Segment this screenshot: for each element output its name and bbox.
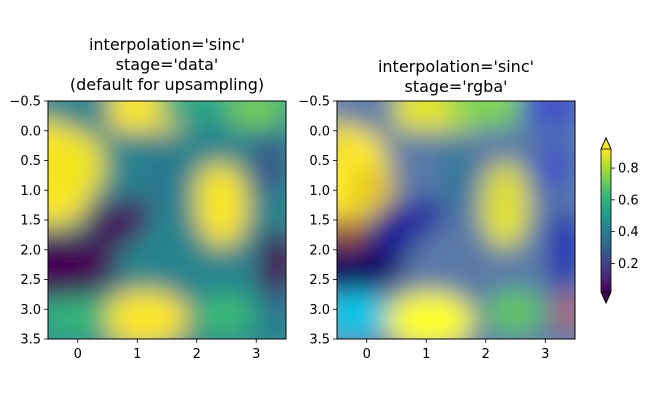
colorbar-gradient bbox=[601, 149, 611, 292]
colorbar-tick-label: 0.6 bbox=[618, 193, 639, 208]
right-ytick-label: 1.0 bbox=[309, 184, 330, 199]
right-xtick-label: 3 bbox=[541, 347, 549, 362]
left-xtick-label: 2 bbox=[193, 347, 201, 362]
colorbar-tick-label: 0.4 bbox=[618, 225, 639, 240]
right-ytick-label: −0.5 bbox=[298, 95, 330, 110]
panel-data-stage: interpolation='sinc' stage='data' (defau… bbox=[9, 35, 287, 362]
right-y-axis: −0.5 0.0 0.5 1.0 1.5 2.0 2.5 3.0 3.5 bbox=[298, 95, 337, 348]
right-ytick-label: 2.0 bbox=[309, 243, 330, 258]
left-ytick-label: 3.0 bbox=[20, 303, 41, 318]
left-title-line-2: stage='data' bbox=[116, 55, 219, 74]
left-ytick-label: −0.5 bbox=[9, 95, 41, 110]
right-ytick-label: 0.5 bbox=[309, 154, 330, 169]
right-axes-frame bbox=[336, 100, 576, 340]
colorbar-tick-label: 0.2 bbox=[618, 257, 639, 272]
left-heatmap-image bbox=[48, 101, 286, 339]
right-x-axis: 0 1 2 3 bbox=[363, 339, 549, 362]
left-y-axis: −0.5 0.0 0.5 1.0 1.5 2.0 2.5 3.0 3.5 bbox=[9, 95, 48, 348]
right-ytick-label: 3.5 bbox=[309, 333, 330, 348]
left-ytick-label: 3.5 bbox=[20, 333, 41, 348]
colorbar-extend-min bbox=[600, 291, 612, 304]
right-heatmap-image bbox=[337, 101, 575, 339]
left-xtick-label: 0 bbox=[74, 347, 82, 362]
colorbar-extend-max bbox=[600, 137, 612, 150]
right-ytick-label: 2.5 bbox=[309, 273, 330, 288]
right-xtick-label: 0 bbox=[363, 347, 371, 362]
left-ytick-label: 2.5 bbox=[20, 273, 41, 288]
colorbar-outline bbox=[600, 137, 612, 304]
left-ytick-label: 1.0 bbox=[20, 184, 41, 199]
left-axes-frame bbox=[47, 100, 287, 340]
right-ytick-label: 0.0 bbox=[309, 124, 330, 139]
left-title-line-3: (default for upsampling) bbox=[70, 75, 264, 94]
right-xtick-label: 2 bbox=[482, 347, 490, 362]
colorbar-tick-label: 0.8 bbox=[618, 162, 639, 177]
right-title-line-2: stage='rgba' bbox=[404, 77, 507, 96]
right-title-line-1: interpolation='sinc' bbox=[378, 57, 534, 76]
panel-rgba-stage: interpolation='sinc' stage='rgba' bbox=[298, 57, 576, 362]
left-ytick-label: 1.5 bbox=[20, 214, 41, 229]
right-xtick-label: 1 bbox=[422, 347, 430, 362]
colorbar-ticks: 0.2 0.4 0.6 0.8 bbox=[611, 162, 639, 272]
left-title-line-1: interpolation='sinc' bbox=[89, 35, 245, 54]
left-xtick-label: 1 bbox=[133, 347, 141, 362]
left-ytick-label: 0.0 bbox=[20, 124, 41, 139]
colorbar: 0.2 0.4 0.6 0.8 bbox=[600, 137, 639, 304]
right-ytick-label: 3.0 bbox=[309, 303, 330, 318]
left-x-axis: 0 1 2 3 bbox=[74, 339, 260, 362]
left-ytick-label: 2.0 bbox=[20, 243, 41, 258]
left-xtick-label: 3 bbox=[252, 347, 260, 362]
left-ytick-label: 0.5 bbox=[20, 154, 41, 169]
right-ytick-label: 1.5 bbox=[309, 214, 330, 229]
